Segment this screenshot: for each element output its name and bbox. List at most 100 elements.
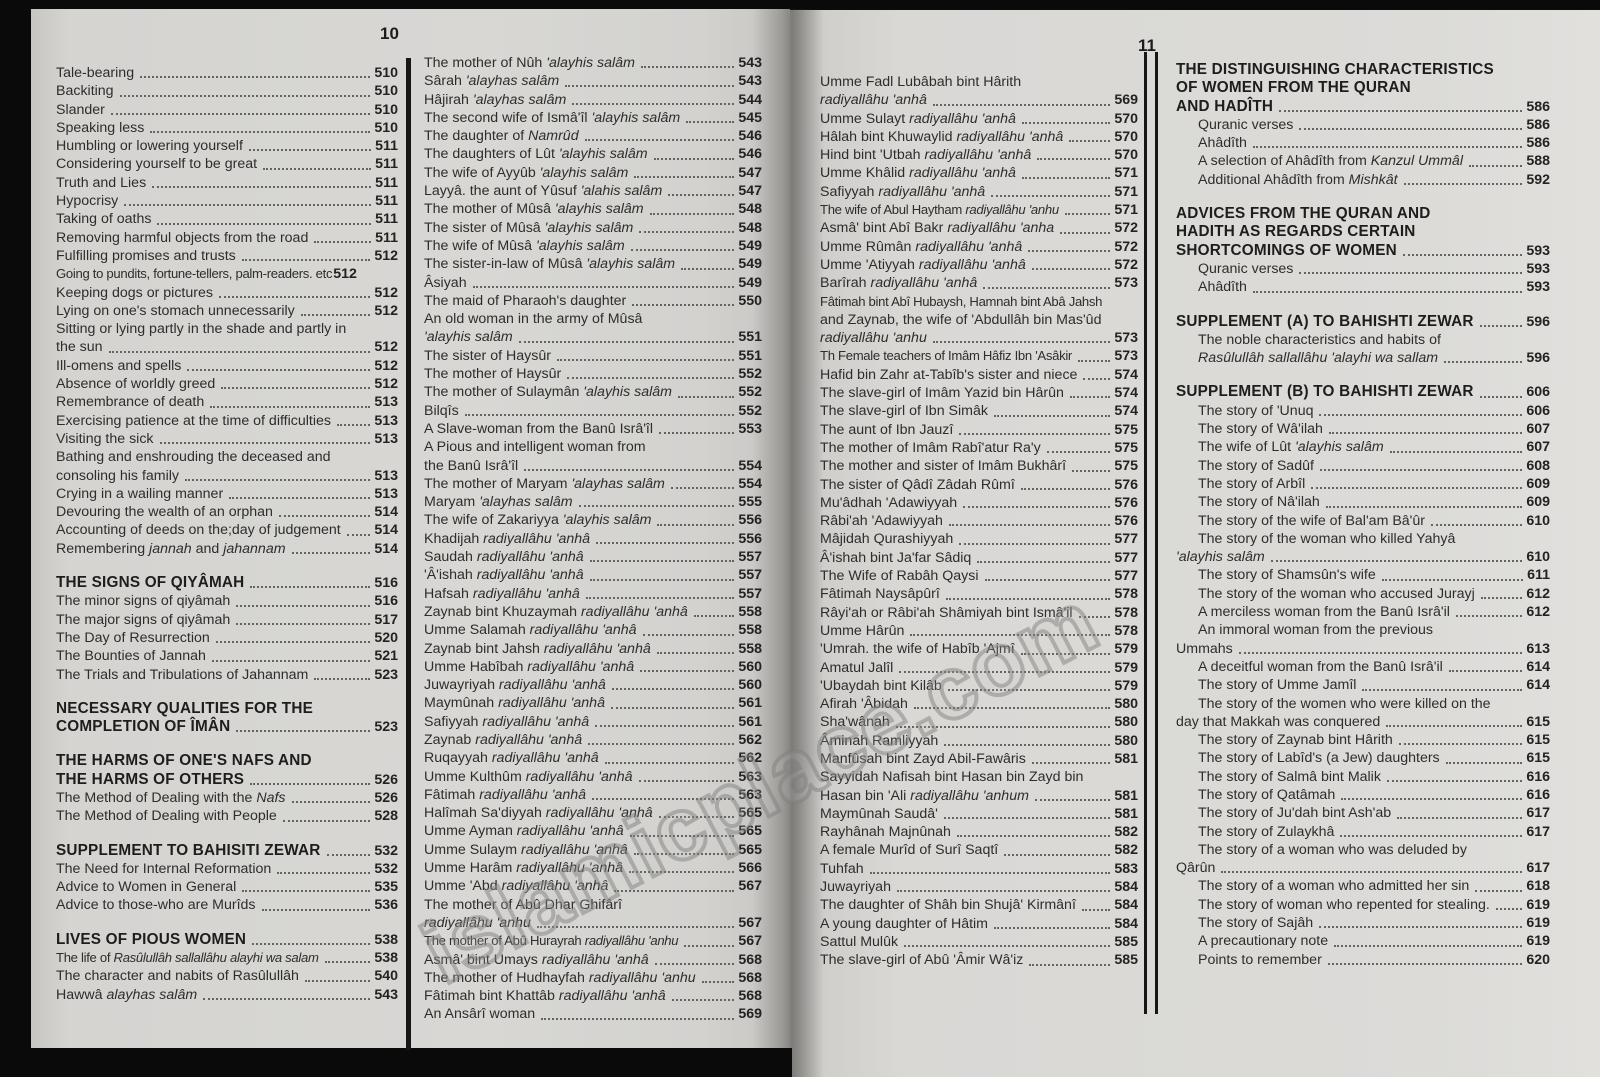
toc-entry: The daughter of Shâh bin Shujâ' Kirmânî 5… xyxy=(820,896,1138,914)
dot-leader xyxy=(1381,578,1524,581)
toc-entry-page-number: 571 xyxy=(1114,202,1138,219)
toc-entry: The story of the woman who killed Yahyâ xyxy=(1176,530,1550,548)
toc-entry-label: Quranic verses xyxy=(1198,260,1294,277)
dot-leader xyxy=(588,743,735,746)
toc-entry: The Wife of Rabâh Qaysi 577 xyxy=(820,567,1138,585)
dot-leader xyxy=(584,139,735,142)
toc-entry-label: A selection of Ahâdîth from Kanzul Ummâl xyxy=(1198,153,1463,170)
toc-entry-page-number: 556 xyxy=(738,530,762,547)
dot-leader xyxy=(633,853,735,856)
toc-entry-label: The story of the woman who accused Juray… xyxy=(1198,585,1475,602)
toc-entry-label: The story of Wâ'ilah xyxy=(1198,421,1323,438)
toc-entry-page-number: 588 xyxy=(1526,153,1550,170)
toc-entry-page-number: 573 xyxy=(1114,275,1138,292)
book-gutter-shadow xyxy=(752,0,824,1077)
toc-entry-label: Humbling or lowering yourself xyxy=(56,138,243,155)
dot-leader xyxy=(215,641,371,644)
dot-leader xyxy=(124,204,372,207)
toc-entry-label: The Method of Dealing with People xyxy=(56,808,277,825)
toc-entry-page-number: 552 xyxy=(738,402,762,419)
dot-leader xyxy=(518,340,735,343)
toc-entry-label: 'Â'ishah radiyallâhu 'anhâ xyxy=(424,567,584,584)
toc-entry-label: Râyi'ah or Râbi'ah Shâmiyah bint Ismâ'il xyxy=(820,604,1073,621)
toc-entry-label: The sister of Mûsâ 'alayhis salâm xyxy=(424,219,634,236)
toc-entry-page-number: 550 xyxy=(738,292,762,309)
toc-entry-label: Absence of worldly greed xyxy=(56,376,216,393)
toc-entry: Hasan bin 'Ali radiyallâhu 'anhum 581 xyxy=(820,787,1138,805)
toc-entry: The mother of Abû Dhar Ghifârî xyxy=(424,896,762,914)
toc-entry-label: Hafsah radiyallâhu 'anhâ xyxy=(424,585,580,602)
toc-entry: Fâtimah bint Khattâb radiyallâhu 'anhâ 56… xyxy=(424,987,762,1005)
dot-leader xyxy=(248,149,372,152)
toc-entry-page-number: 563 xyxy=(738,768,762,785)
toc-entry: A merciless woman from the Banû Isrâ'il 6… xyxy=(1176,603,1550,621)
dot-leader xyxy=(541,1017,735,1020)
toc-entry-page-number: 576 xyxy=(1114,494,1138,511)
toc-entry-label: Qârûn xyxy=(1176,860,1216,877)
toc-entry-label: Umme Habîbah radiyallâhu 'anhâ xyxy=(424,658,635,675)
toc-entry-page-number: 614 xyxy=(1526,677,1550,694)
dot-leader xyxy=(701,981,735,984)
toc-entry-label: Taking of oaths xyxy=(56,211,152,228)
toc-entry: The daughters of Lût 'alayhis salâm 546 xyxy=(424,145,762,163)
toc-entry-label: The story of Umme Jamîl xyxy=(1198,677,1357,694)
toc-entry-label: The story of the woman who killed Yahyâ xyxy=(1198,530,1456,547)
toc-entry: Taking of oaths 511 xyxy=(56,210,398,228)
photo-left-edge xyxy=(0,0,31,1077)
toc-entry: Rasûlullâh sallallâhu 'alayhi wa sallam 5… xyxy=(1176,349,1550,367)
toc-entry-page-number: 547 xyxy=(738,183,762,200)
toc-entry-page-number: 573 xyxy=(1114,330,1138,347)
dot-leader xyxy=(1020,652,1111,655)
toc-entry-page-number: 567 xyxy=(738,914,762,931)
toc-entry: Going to pundits, fortune-tellers, palm-… xyxy=(56,265,398,283)
toc-entry-page-number: 608 xyxy=(1526,457,1550,474)
toc-entry-page-number: 562 xyxy=(738,731,762,748)
dot-leader xyxy=(1299,272,1523,275)
toc-entry: Sha'wânah 580 xyxy=(820,713,1138,731)
toc-entry: The slave-girl of Abû 'Âmir Wâ'iz 585 xyxy=(820,951,1138,969)
toc-entry-page-number: 549 xyxy=(738,274,762,291)
toc-entry-page-number: 538 xyxy=(374,931,398,948)
toc-entry-page-number: 610 xyxy=(1526,512,1550,529)
toc-entry-label: The noble characteristics and habits of xyxy=(1198,331,1441,348)
toc-entry: The mother of Abû Hurayrah radiyallâhu '… xyxy=(424,932,762,950)
toc-entry-label: consoling his family xyxy=(56,467,180,484)
toc-entry-label: day that Makkah was conquered xyxy=(1176,713,1381,730)
dot-leader xyxy=(589,560,735,563)
toc-entry-label: A precautionary note xyxy=(1198,933,1329,950)
dot-leader xyxy=(464,413,735,416)
toc-entry: Humbling or lowering yourself 511 xyxy=(56,137,398,155)
toc-entry: The wife of Abul Haytham radiyallâhu 'an… xyxy=(820,201,1138,219)
toc-entry: Safiyyah radiyallâhu 'anhâ 571 xyxy=(820,183,1138,201)
toc-entry-label: Mâjidah Qurashiyyah xyxy=(820,531,954,548)
toc-entry-page-number: 575 xyxy=(1114,439,1138,456)
dot-leader xyxy=(1238,651,1523,654)
toc-entry-label: Fâtimah radiyallâhu 'anhâ xyxy=(424,786,587,803)
toc-entry-page-number: 593 xyxy=(1526,242,1550,259)
toc-entry-page-number: 575 xyxy=(1114,458,1138,475)
toc-entry-page-number: 614 xyxy=(1526,658,1550,675)
dot-leader xyxy=(614,889,735,892)
toc-entry-page-number: 584 xyxy=(1114,897,1138,914)
toc-entry: Tuhfah 583 xyxy=(820,860,1138,878)
dot-leader xyxy=(252,943,371,946)
toc-entry-label: Safiyyah radiyallâhu 'anhâ xyxy=(820,183,986,200)
dot-leader xyxy=(653,157,735,160)
dot-leader xyxy=(596,542,735,545)
dot-leader xyxy=(1252,146,1523,149)
toc-entry-label: Fâtimah bint Khattâb radiyallâhu 'anhâ xyxy=(424,988,666,1005)
toc-entry-label: Sayyidah Nafisah bint Hasan bin Zayd bin xyxy=(820,769,1084,786)
toc-entry: The wife of Lût 'alayhis salâm 607 xyxy=(1176,438,1550,456)
toc-entry-label: ADVICES FROM THE QURAN AND xyxy=(1176,205,1431,223)
dot-leader xyxy=(556,359,735,362)
photo-bottom-edge xyxy=(0,1048,792,1077)
page-number-left: 10 xyxy=(380,24,399,43)
toc-entry: Remembrance of death 513 xyxy=(56,393,398,411)
toc-entry-label: Barîrah radiyallâhu 'anhâ xyxy=(820,275,978,292)
toc-entry-page-number: 616 xyxy=(1526,786,1550,803)
toc-entry-label: Manfûsah bint Zayd Abil-Fawâris xyxy=(820,750,1026,767)
toc-entry: The mother of Nûh 'alayhis salâm 543 xyxy=(424,54,762,72)
toc-entry-page-number: 536 xyxy=(374,897,398,914)
dot-leader xyxy=(634,176,735,179)
toc-entry-label: The story of a woman who admitted her si… xyxy=(1198,878,1470,895)
